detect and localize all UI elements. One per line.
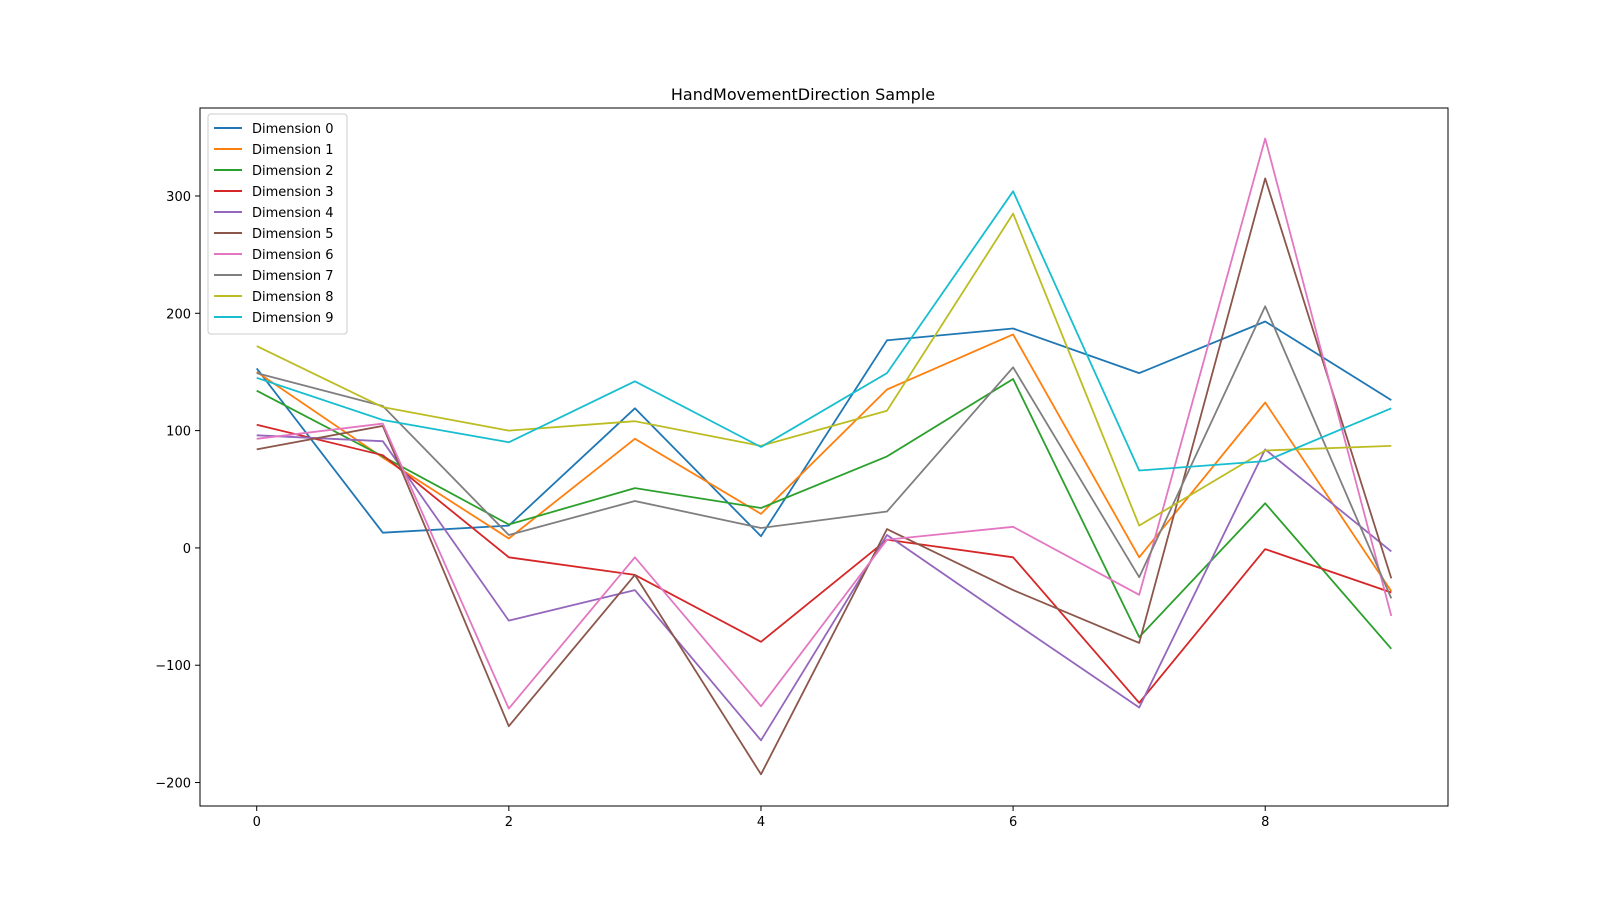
series-line-dimension-9	[256, 190, 1392, 472]
series-group	[255, 137, 1393, 776]
legend-label: Dimension 7	[252, 269, 334, 284]
chart-title: HandMovementDirection Sample	[671, 85, 935, 104]
series-line-dimension-2	[256, 378, 1392, 650]
legend-label: Dimension 9	[252, 311, 334, 326]
y-tick-label: 100	[166, 425, 191, 440]
legend-box	[207, 113, 348, 335]
x-tick-label: 0	[253, 815, 261, 830]
series-line-dimension-7	[256, 305, 1393, 599]
legend-label: Dimension 6	[252, 248, 334, 263]
legend-label: Dimension 8	[252, 290, 334, 305]
legend-label: Dimension 2	[252, 164, 334, 179]
legend-label: Dimension 0	[252, 122, 334, 137]
x-tick-label: 6	[1009, 815, 1017, 830]
y-tick-label: 0	[183, 542, 191, 557]
series-line-dimension-4	[256, 434, 1392, 742]
series-line-dimension-1	[256, 333, 1393, 592]
series-line-dimension-8	[256, 212, 1392, 527]
x-tick-label: 8	[1261, 815, 1269, 830]
legend-label: Dimension 4	[252, 206, 334, 221]
legend-label: Dimension 1	[252, 143, 334, 158]
y-tick-label: 300	[166, 190, 191, 205]
y-tick-label: −100	[155, 659, 191, 674]
y-tick-label: 200	[166, 307, 191, 322]
legend: Dimension 0 Dimension 1 Dimension 2 Dimensi…	[207, 113, 348, 335]
plot-frame	[199, 107, 1449, 807]
series-line-dimension-0	[255, 320, 1392, 538]
series-line-dimension-6	[256, 137, 1393, 710]
x-tick-label: 4	[757, 815, 765, 830]
x-tick-label: 2	[505, 815, 513, 830]
axes-ticks: 0 2 4 6 8 −200 −100 0 100 200 300	[155, 190, 1269, 830]
legend-label: Dimension 3	[252, 185, 334, 200]
series-line-dimension-3	[256, 423, 1392, 704]
legend-label: Dimension 5	[252, 227, 334, 242]
series-line-dimension-5	[256, 177, 1393, 776]
y-tick-label: −200	[155, 777, 191, 792]
